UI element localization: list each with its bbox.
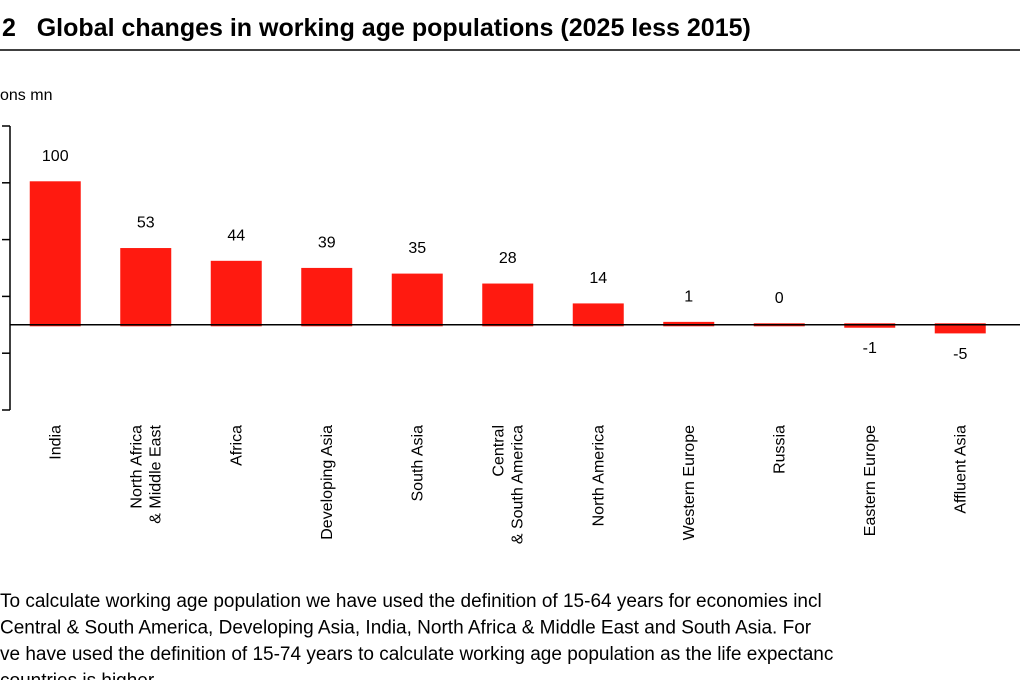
- value-label: -1: [863, 340, 877, 357]
- bar: [29, 181, 81, 327]
- bar: [210, 260, 262, 327]
- footnote-line: Central & South America, Developing Asia…: [0, 618, 812, 639]
- value-label: 53: [137, 215, 155, 232]
- x-tick-label: Western Europe: [681, 425, 698, 540]
- value-label: 35: [408, 240, 426, 257]
- bar: [391, 273, 443, 327]
- value-label: 1: [684, 288, 693, 305]
- footnote-line: ve have used the definition of 15-74 yea…: [0, 644, 833, 665]
- value-label: 28: [499, 250, 517, 267]
- bar: [482, 283, 534, 327]
- x-tick-label: North America: [590, 425, 607, 526]
- x-tick-label: Developing Asia: [319, 425, 336, 540]
- bar: [120, 248, 172, 327]
- value-label: -5: [953, 346, 967, 363]
- x-tick-label: Africa: [228, 425, 245, 466]
- bar: [301, 267, 353, 327]
- x-tick-label: Eastern Europe: [862, 425, 879, 536]
- footnote-line: countries is higher: [0, 671, 155, 680]
- footnote-line: To calculate working age population we h…: [0, 591, 822, 612]
- x-tick-label: Central & South America: [490, 425, 526, 544]
- value-label: 100: [42, 148, 69, 165]
- bar: [934, 323, 986, 334]
- value-label: 44: [227, 227, 245, 244]
- value-label: 0: [775, 290, 784, 307]
- x-tick-label: Russia: [771, 425, 788, 474]
- x-tick-label: India: [47, 425, 64, 460]
- x-tick-label: South Asia: [409, 425, 426, 502]
- footnote: To calculate working age population we h…: [0, 591, 833, 680]
- y-axis-label: ons mn: [0, 87, 52, 104]
- value-label: 39: [318, 234, 336, 251]
- chart-title: 2 Global changes in working age populati…: [2, 14, 751, 42]
- value-label: 14: [589, 270, 607, 287]
- x-tick-label: Affluent Asia: [952, 425, 969, 514]
- x-tick-label: North Africa & Middle East: [128, 424, 164, 523]
- bar: [572, 303, 624, 327]
